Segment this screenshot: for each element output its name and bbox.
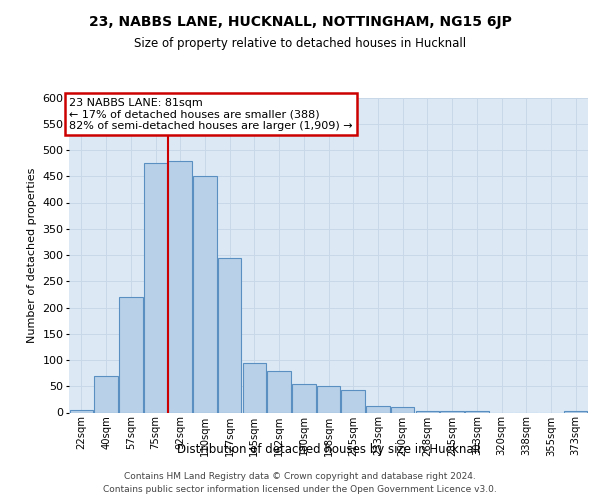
- Bar: [317, 386, 340, 412]
- Bar: [341, 390, 365, 412]
- Bar: [564, 411, 587, 412]
- Bar: [391, 406, 415, 412]
- Bar: [366, 406, 389, 412]
- Text: Contains public sector information licensed under the Open Government Licence v3: Contains public sector information licen…: [103, 485, 497, 494]
- Bar: [119, 297, 143, 412]
- Bar: [292, 384, 316, 412]
- Bar: [416, 411, 439, 412]
- Bar: [465, 411, 488, 412]
- Text: Contains HM Land Registry data © Crown copyright and database right 2024.: Contains HM Land Registry data © Crown c…: [124, 472, 476, 481]
- Bar: [94, 376, 118, 412]
- Y-axis label: Number of detached properties: Number of detached properties: [27, 168, 37, 342]
- Text: Size of property relative to detached houses in Hucknall: Size of property relative to detached ho…: [134, 38, 466, 51]
- Bar: [268, 370, 291, 412]
- Text: Distribution of detached houses by size in Hucknall: Distribution of detached houses by size …: [177, 444, 481, 456]
- Text: 23, NABBS LANE, HUCKNALL, NOTTINGHAM, NG15 6JP: 23, NABBS LANE, HUCKNALL, NOTTINGHAM, NG…: [89, 15, 511, 29]
- Bar: [440, 411, 464, 412]
- Bar: [193, 176, 217, 412]
- Text: 23 NABBS LANE: 81sqm
← 17% of detached houses are smaller (388)
82% of semi-deta: 23 NABBS LANE: 81sqm ← 17% of detached h…: [69, 98, 353, 130]
- Bar: [144, 163, 167, 412]
- Bar: [169, 160, 192, 412]
- Bar: [70, 410, 93, 412]
- Bar: [242, 362, 266, 412]
- Bar: [218, 258, 241, 412]
